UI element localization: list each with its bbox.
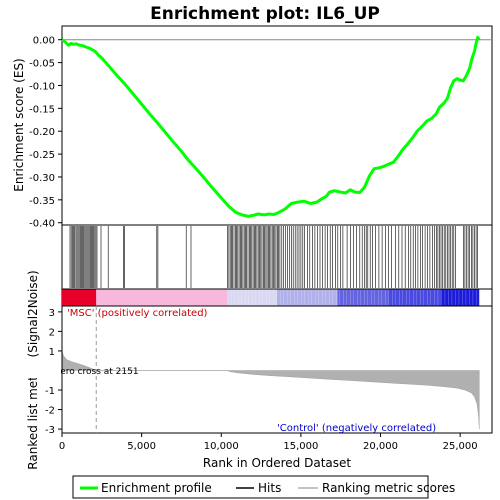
legend-enrichment-label: Enrichment profile <box>101 481 212 495</box>
es-y-tick-label: -0.25 <box>29 150 55 161</box>
heatmap-segment <box>96 289 228 306</box>
left-margin-mask <box>0 362 61 378</box>
hits-panel <box>61 224 493 290</box>
legend-hits-label: Hits <box>258 481 281 495</box>
enrichment-profile-line <box>61 35 481 218</box>
heatmap-segment <box>62 289 97 306</box>
negative-correlation-label: 'Control' (negatively correlated) <box>277 423 436 434</box>
heatmap-segment <box>388 289 442 306</box>
x-tick-label: 0 <box>59 441 65 452</box>
metric-panel: 3 2 1 0 -1 -2 -3 'MSC' (positively correlated)… <box>26 270 493 470</box>
es-y-axis: 0.00 -0.05 -0.10 -0.15 -0.20 -0.25 -0.30 -0.35 -… <box>29 36 62 230</box>
es-panel-frame <box>61 25 493 226</box>
metric-y-tick-label: -1 <box>45 386 55 397</box>
x-axis: 0 5,000 10,000 15,000 20,000 25,000 <box>59 433 478 452</box>
metric-y-tick-label: -3 <box>45 425 55 436</box>
metric-y-tick-label: -2 <box>45 406 55 417</box>
heatmap-segment <box>441 289 480 306</box>
es-y-tick-label: 0.00 <box>33 36 55 47</box>
x-tick-label: 5,000 <box>127 441 156 452</box>
x-axis-label: Rank in Ordered Dataset <box>203 456 351 470</box>
es-y-tick-label: -0.35 <box>29 196 55 207</box>
heatmap-segment <box>337 289 389 306</box>
x-tick-label: 15,000 <box>283 441 318 452</box>
es-y-tick-label: -0.10 <box>29 81 55 92</box>
x-tick-label: 25,000 <box>443 441 478 452</box>
positive-correlation-label: 'MSC' (positively correlated) <box>67 308 208 319</box>
metric-y-tick-label: 2 <box>49 327 55 338</box>
metric-panel-frame <box>61 305 493 434</box>
x-tick-label: 10,000 <box>204 441 239 452</box>
heatmap-segment <box>277 289 338 306</box>
es-y-tick-label: -0.30 <box>29 173 55 184</box>
metric-y-tick-label: 1 <box>49 347 55 358</box>
legend: Enrichment profile Hits Ranking metric s… <box>72 475 455 499</box>
es-panel: 0.00 -0.05 -0.10 -0.15 -0.20 -0.25 -0.30 -0.35 -… <box>12 25 493 230</box>
ranking-metric-area <box>61 350 480 430</box>
es-y-axis-label: Enrichment score (ES) <box>12 58 26 191</box>
es-y-tick-label: -0.15 <box>29 104 55 115</box>
zero-cross-label: Zero cross at 2151 <box>54 367 139 377</box>
es-y-tick-label: -0.20 <box>29 127 55 138</box>
chart-title: Enrichment plot: IL6_UP <box>150 4 380 24</box>
legend-metric-label: Ranking metric scores <box>322 481 455 495</box>
es-y-tick-label: -0.40 <box>29 219 55 230</box>
legend-frame <box>72 475 429 499</box>
x-tick-label: 20,000 <box>363 441 398 452</box>
metric-y-tick-label: 3 <box>49 308 55 319</box>
es-y-tick-label: -0.05 <box>29 59 55 70</box>
ranking-heatmap-bar <box>61 288 493 307</box>
hits-markers <box>69 226 479 288</box>
